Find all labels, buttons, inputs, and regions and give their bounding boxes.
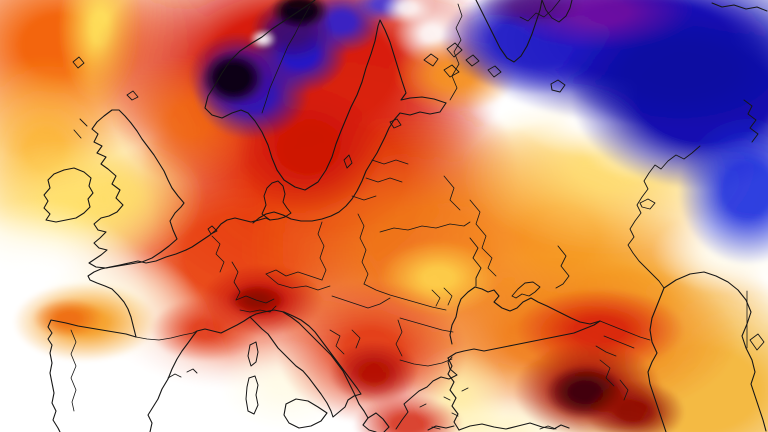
iberia-coast (47, 319, 137, 432)
border-caucasus-2 (603, 335, 635, 349)
karelia-lakes-1 (423, 53, 439, 67)
coastlines-and-borders (43, 0, 768, 432)
border-alpine-north (235, 295, 275, 304)
border-caucasus-3 (595, 345, 617, 357)
anomaly-blob-dark-red-southeast-corner (585, 380, 685, 432)
border-danube (399, 317, 454, 333)
france-med-coast (196, 316, 251, 334)
azov-sea (511, 281, 541, 299)
karelia-lakes-5 (487, 65, 502, 78)
anomaly-blob-blue-pocket-east-edge (678, 115, 768, 265)
baltic-east-coast (252, 102, 447, 224)
white-sea-kola-coast (475, 0, 543, 63)
orkney-shetland (126, 90, 139, 101)
border-poland-east (357, 213, 369, 285)
balkan-adriatic-coast (282, 311, 377, 432)
portugal-spain-border (70, 329, 77, 412)
border-ukraine-belarus (379, 221, 471, 233)
anomaly-blob-red-south-france (150, 298, 260, 362)
border-arctic-north (519, 0, 561, 22)
border-caucasus-1 (599, 320, 651, 341)
border-romania-north (363, 283, 447, 311)
border-ukraine-russia (469, 199, 497, 277)
corsica-coast (247, 341, 259, 367)
border-moldova-2 (443, 287, 453, 306)
aegean-islands-4 (443, 396, 451, 401)
border-belarus-russia (443, 175, 461, 211)
border-bulgaria-greece (399, 358, 453, 367)
faroe-islands (72, 56, 85, 69)
anomaly-blob-white-trondheim-gap (250, 30, 276, 48)
anomaly-blob-black-norway-cold-core-2 (270, 0, 330, 29)
caspian-west-coast (647, 287, 667, 432)
sicily-coast (283, 398, 328, 429)
karelia-lakes-3 (443, 64, 460, 78)
arctic-coast (711, 2, 768, 12)
scandinavia-coast (204, 0, 447, 191)
black-sea-south-coast (447, 320, 601, 359)
sardinia-coast (245, 375, 259, 415)
border-balkan-2 (351, 329, 361, 349)
border-benelux (211, 235, 225, 273)
pyrenees-border (135, 330, 198, 341)
don-river (555, 245, 570, 289)
hebrides-1 (79, 118, 88, 127)
denmark-coast (261, 180, 292, 221)
border-baltic-1 (371, 159, 409, 165)
crete (427, 425, 455, 431)
border-baltic-2 (365, 177, 403, 183)
border-norway-sweden (261, 5, 311, 114)
turkey-west-coast (447, 357, 460, 431)
border-finland-russia (449, 3, 463, 101)
anomaly-blob-orange-galicia-core (32, 298, 104, 338)
france-atlantic-coast (87, 249, 187, 338)
turkey-south-coast (458, 422, 570, 431)
border-lithuania-poland (351, 195, 377, 201)
dnieper-river (469, 237, 482, 287)
estonian-islands (389, 118, 402, 129)
volga-river (627, 145, 701, 289)
border-rhine (231, 261, 241, 301)
aegean-islands-3 (419, 403, 427, 408)
border-czechia (265, 269, 323, 281)
balearic-islands-2 (186, 368, 198, 374)
aegean-coast (395, 356, 458, 430)
border-balkan-1 (329, 329, 345, 355)
cyprus (539, 425, 557, 430)
britain-coast (88, 109, 185, 269)
aegean-islands-5 (461, 387, 469, 392)
kolguev-island (550, 79, 566, 93)
border-austria (265, 273, 331, 291)
spain-east-coast (147, 330, 198, 432)
border-germany-poland (317, 221, 327, 281)
anomaly-blob-black-norway-cold-core (201, 51, 265, 105)
border-alpine-south (239, 305, 277, 313)
border-hungary (331, 295, 391, 309)
kara-bogaz-lagoon (749, 333, 765, 351)
anomaly-blob-white-gap-north (382, 0, 434, 24)
zuiderzee (207, 225, 218, 235)
ireland-coast (43, 167, 94, 223)
karelia-lakes-2 (446, 42, 463, 58)
border-moldova-1 (431, 289, 441, 307)
hebrides-2 (73, 129, 82, 139)
border-turkey-east-2 (619, 379, 629, 401)
arctic-islands (743, 99, 759, 143)
balearic-islands-1 (167, 373, 182, 379)
greece-peloponnese (367, 412, 390, 432)
kanin-coast (541, 0, 573, 23)
italy-coast (249, 309, 362, 418)
black-sea-north-coast (449, 286, 601, 345)
karelia-lakes-4 (465, 54, 480, 67)
border-turkey-east-1 (599, 359, 615, 387)
volga-reservoir (639, 198, 656, 210)
anomaly-blob-red-greece-south (353, 394, 463, 432)
gotland (343, 154, 353, 169)
border-serbia-bulgaria (395, 319, 403, 357)
netherlands-german-coast (185, 217, 271, 251)
